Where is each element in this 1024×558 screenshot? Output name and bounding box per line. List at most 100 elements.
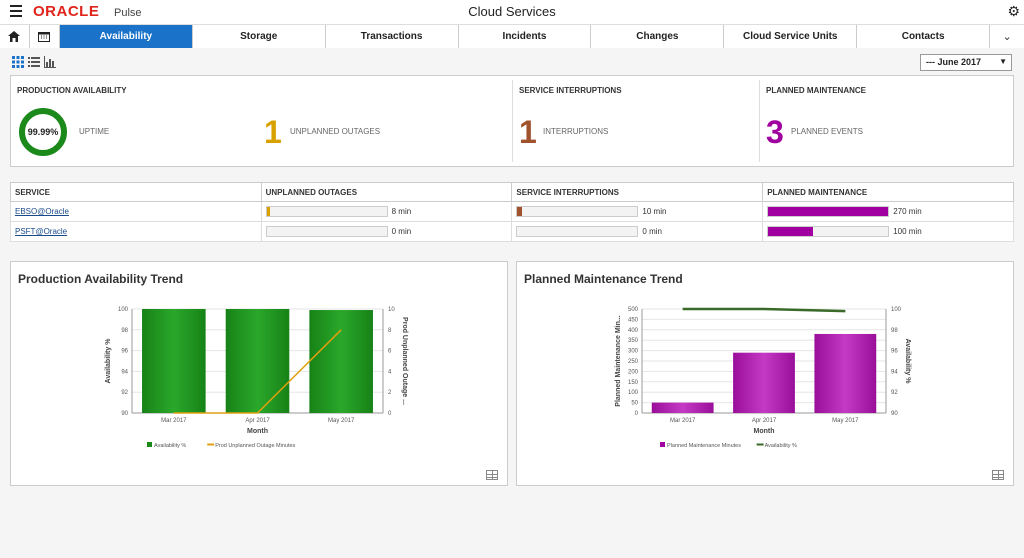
legend-label: Planned Maintenance Minutes [667, 443, 741, 449]
chevron-down-icon[interactable]: ⌄ [990, 25, 1024, 48]
page-title: Cloud Services [468, 4, 556, 19]
interruption-bar [516, 206, 639, 217]
chart-view-icon[interactable] [44, 56, 56, 68]
maintenance-value: 270 min [893, 207, 922, 216]
column-header: SERVICE INTERRUPTIONS [511, 182, 764, 202]
bar-fill [517, 207, 523, 216]
bar-fill [266, 207, 271, 216]
tab-changes[interactable]: Changes [591, 25, 725, 48]
y-tick-label: 500 [628, 307, 639, 313]
hamburger-menu-icon[interactable] [10, 5, 22, 17]
outage-cell: 8 min [260, 201, 513, 222]
planned-maintenance-title: PLANNED MAINTENANCE [766, 86, 866, 95]
table-header-row: SERVICE UNPLANNED OUTAGES SERVICE INTERR… [10, 182, 1014, 202]
interruption-value: 10 min [642, 207, 667, 216]
outage-cell: 0 min [260, 221, 513, 242]
table-row: EBSO@Oracle 8 min 10 min 270 min [10, 201, 1014, 222]
service-cell: PSFT@Oracle [10, 221, 262, 242]
view-switcher [12, 56, 56, 68]
legend-label: Availability % [765, 443, 797, 449]
y-tick-label: 450 [628, 317, 639, 323]
y2-tick-label: 94 [891, 369, 898, 375]
maintenance-cell: 270 min [762, 201, 1014, 222]
tab-contacts[interactable]: Contacts [857, 25, 991, 48]
interruptions-count: 1 [519, 114, 537, 150]
x-tick-label: Apr 2017 [752, 418, 777, 424]
bar [814, 333, 877, 413]
service-link[interactable]: EBSO@Oracle [15, 207, 69, 216]
y2-tick-label: 96 [891, 349, 898, 355]
y-tick-label: 100 [118, 307, 129, 313]
gear-icon[interactable]: ⚙ [1007, 3, 1020, 19]
outage-value: 0 min [391, 227, 412, 236]
x-tick-label: May 2017 [832, 418, 859, 424]
y-tick-label: 400 [628, 328, 639, 334]
bar [733, 352, 795, 413]
x-tick-label: Mar 2017 [670, 418, 696, 424]
x-axis-title: Month [247, 428, 268, 435]
dropdown-caret-icon: ▼ [999, 57, 1007, 66]
period-select[interactable]: --- June 2017 ▼ [920, 54, 1012, 71]
bar [651, 402, 714, 413]
y2-tick-label: 98 [891, 328, 898, 334]
y-tick-label: 92 [121, 390, 128, 396]
maintenance-trend-panel: Planned Maintenance Trend 0 50 100 150 200 25… [516, 261, 1014, 486]
y-tick-label: 90 [121, 411, 128, 417]
legend-swatch [147, 442, 152, 447]
availability-donut: 99.99% [19, 108, 67, 156]
service-interruptions-title: SERVICE INTERRUPTIONS [519, 86, 622, 95]
service-table: SERVICE UNPLANNED OUTAGES SERVICE INTERR… [10, 182, 1014, 242]
y-tick-label: 98 [121, 328, 128, 334]
product-name: Pulse [114, 7, 142, 19]
y-tick-label: 150 [628, 380, 639, 386]
y2-tick-label: 6 [388, 349, 392, 355]
y2-axis-title: Prod Unplanned Outage ... [401, 317, 408, 405]
bar [225, 309, 290, 413]
interruption-bar [516, 226, 639, 237]
availability-trend-title: Production Availability Trend [18, 272, 184, 286]
unplanned-outages-count: 1 [264, 114, 282, 150]
table-view-icon[interactable] [486, 470, 498, 480]
y-axis-title: Planned Maintenance Min... [615, 315, 622, 406]
x-tick-label: Apr 2017 [245, 418, 270, 424]
maintenance-value: 100 min [893, 227, 922, 236]
y2-tick-label: 100 [891, 307, 902, 313]
x-tick-label: Mar 2017 [161, 418, 187, 424]
tab-transactions[interactable]: Transactions [325, 25, 459, 48]
y-tick-label: 50 [631, 401, 638, 407]
y-tick-label: 300 [628, 349, 639, 355]
y2-tick-label: 2 [388, 390, 392, 396]
y-axis-title: Availability % [105, 338, 112, 384]
y-tick-label: 200 [628, 369, 639, 375]
tab-availability[interactable]: Availability [59, 25, 193, 48]
y-tick-label: 250 [628, 359, 639, 365]
service-link[interactable]: PSFT@Oracle [15, 227, 68, 236]
legend-swatch [660, 442, 665, 447]
y-tick-label: 94 [121, 369, 128, 375]
column-header: UNPLANNED OUTAGES [260, 182, 513, 202]
y2-tick-label: 92 [891, 390, 898, 396]
maintenance-bar [767, 206, 890, 217]
interruptions-label: INTERRUPTIONS [543, 127, 609, 136]
outage-bar [265, 206, 388, 217]
table-view-icon[interactable] [992, 470, 1004, 480]
list-view-icon[interactable] [28, 56, 40, 68]
tab-cloud-service-units[interactable]: Cloud Service Units [724, 25, 858, 48]
maintenance-bar [767, 226, 890, 237]
y-tick-label: 100 [628, 390, 639, 396]
grid-view-icon[interactable] [12, 56, 24, 68]
series-line [682, 307, 846, 313]
x-tick-label: May 2017 [328, 418, 355, 424]
tab-storage[interactable]: Storage [192, 25, 326, 48]
planned-events-label: PLANNED EVENTS [791, 127, 864, 136]
y2-tick-label: 8 [388, 328, 392, 334]
divider [512, 80, 513, 162]
y2-tick-label: 0 [388, 411, 392, 417]
calendar-icon[interactable] [29, 25, 60, 48]
home-icon[interactable] [0, 25, 30, 48]
outage-bar [265, 226, 388, 237]
summary-panel: PRODUCTION AVAILABILITY 99.99% UPTIME 1 … [10, 75, 1014, 167]
y2-axis-title: Availability % [904, 339, 911, 385]
bar-fill [768, 227, 813, 236]
tab-incidents[interactable]: Incidents [458, 25, 592, 48]
